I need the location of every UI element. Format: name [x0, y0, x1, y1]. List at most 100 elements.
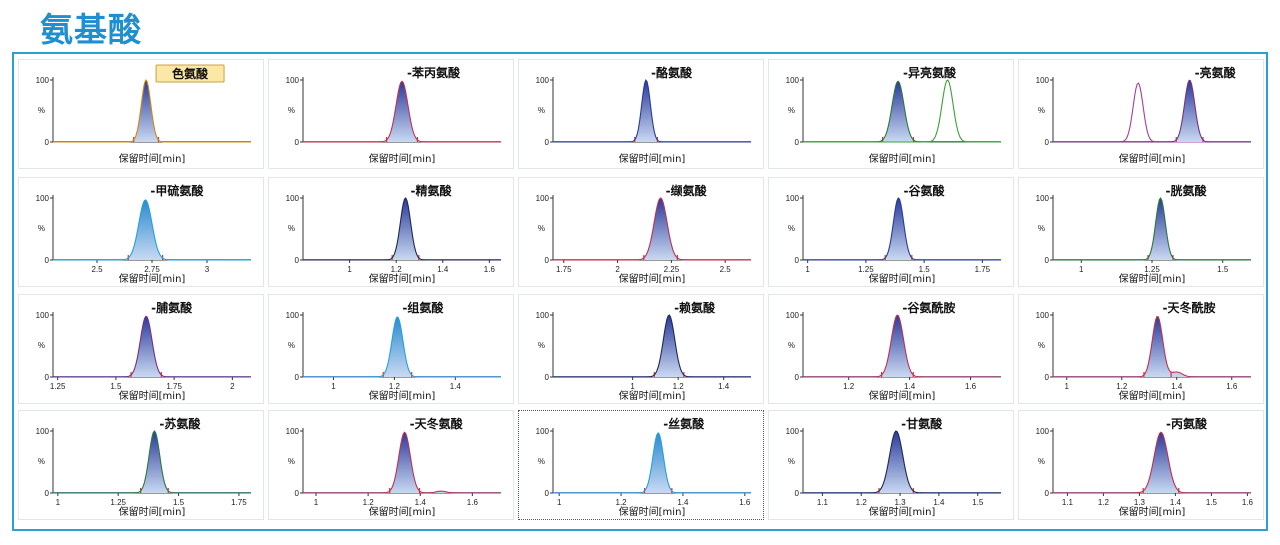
- chromatogram-svg: 100 0% 1 1.2 1.4 1.6 保留时间[min] -天冬氨酸: [286, 416, 501, 518]
- chromatogram-panel[interactable]: 100 0% 保留时间[min] -苯丙氨酸: [268, 59, 514, 169]
- x-tick-label: 1.2: [856, 498, 868, 507]
- y-tick-label: 100: [36, 194, 50, 203]
- y-tick-label: 0: [795, 138, 800, 147]
- x-tick-label: 2.5: [91, 265, 103, 274]
- compound-label: -谷氨酰胺: [902, 300, 955, 315]
- x-tick-label: 1.2: [389, 382, 401, 391]
- trace-line: [303, 197, 501, 261]
- y-tick-label: 100: [286, 194, 300, 203]
- trace-line: [1053, 79, 1251, 143]
- chromatogram-panel[interactable]: 100 0% 保留时间[min] 色氨酸: [18, 59, 264, 169]
- chromatogram-svg: 100 0% 1 1.2 1.4 保留时间[min] -赖氨酸: [536, 300, 751, 402]
- chromatogram-panel[interactable]: 100 0% 保留时间[min] -亮氨酸: [1018, 59, 1264, 169]
- compound-label: -异亮氨酸: [903, 65, 957, 80]
- x-axis-label: 保留时间[min]: [619, 272, 686, 285]
- compound-label: -胱氨酸: [1165, 183, 1207, 198]
- chromatogram-svg: 100 0% 保留时间[min] -苯丙氨酸: [286, 65, 501, 165]
- trace-line: [1053, 315, 1251, 378]
- x-axis-label: 保留时间[min]: [619, 389, 686, 402]
- peak-area: [803, 198, 1001, 260]
- x-tick-label: 2.25: [664, 265, 680, 274]
- trace-line: [53, 199, 251, 261]
- x-tick-label: 1: [347, 265, 352, 274]
- y-axis-label: %: [38, 106, 45, 115]
- peak-area: [1053, 432, 1251, 493]
- x-tick-label: 1.75: [166, 382, 182, 391]
- chromatogram-panel[interactable]: 100 0% 1.1 1.2 1.3 1.4 1.5 保留时间[min] -甘氨酸: [768, 410, 1014, 520]
- chromatogram-panel[interactable]: 100 0% 保留时间[min] -酪氨酸: [518, 59, 764, 169]
- y-tick-label: 0: [295, 489, 300, 498]
- x-tick-label: 1.4: [677, 498, 689, 507]
- compound-label: -甘氨酸: [901, 416, 943, 431]
- peak-area: [803, 431, 1001, 493]
- x-tick-label: 1: [1065, 382, 1070, 391]
- x-tick-label: 1.1: [1062, 498, 1074, 507]
- chromatogram-panel[interactable]: 100 0% 1.25 1.5 1.75 2 保留时间[min] -脯氨酸: [18, 294, 264, 404]
- compound-label: -脯氨酸: [151, 300, 193, 315]
- y-tick-label: 0: [545, 138, 550, 147]
- y-tick-label: 0: [45, 373, 50, 382]
- x-tick-label: 1: [331, 382, 336, 391]
- peak-area: [53, 316, 251, 377]
- y-tick-label: 0: [1045, 489, 1050, 498]
- chromatogram-panel[interactable]: 100 0% 1 1.2 1.4 保留时间[min] -组氨酸: [268, 294, 514, 404]
- chromatogram-panel[interactable]: 100 0% 保留时间[min] -异亮氨酸: [768, 59, 1014, 169]
- chromatogram-svg: 100 0% 1 1.2 1.4 保留时间[min] -组氨酸: [286, 300, 501, 402]
- compound-label: -缬氨酸: [666, 183, 708, 198]
- y-tick-label: 100: [536, 194, 550, 203]
- x-axis-label: 保留时间[min]: [869, 505, 936, 518]
- chromatogram-panel[interactable]: 100 0% 1.2 1.4 1.6 保留时间[min] -谷氨酰胺: [768, 294, 1014, 404]
- x-tick-label: 1.4: [718, 382, 730, 391]
- y-tick-label: 0: [45, 138, 50, 147]
- x-tick-label: 2: [615, 265, 620, 274]
- chromatogram-panel[interactable]: 100 0% 1 1.25 1.5 1.75 保留时间[min] -苏氨酸: [18, 410, 264, 520]
- chromatogram-panel[interactable]: 100 0% 2.5 2.75 3 保留时间[min] -甲硫氨酸: [18, 177, 264, 287]
- x-tick-label: 1.5: [1217, 265, 1229, 274]
- x-tick-label: 1.4: [437, 265, 449, 274]
- chromatogram-svg: 100 0% 1.2 1.4 1.6 保留时间[min] -谷氨酰胺: [786, 300, 1001, 402]
- trace-line: [53, 79, 251, 143]
- y-tick-label: 100: [536, 76, 550, 85]
- y-tick-label: 100: [286, 76, 300, 85]
- y-tick-label: 0: [295, 373, 300, 382]
- chromatogram-svg: 100 0% 1 1.2 1.4 1.6 保留时间[min] -丝氨酸: [536, 416, 751, 518]
- x-tick-label: 1: [557, 498, 562, 507]
- chromatogram-panel[interactable]: 100 0% 1 1.2 1.4 1.6 保留时间[min] -天冬酰胺: [1018, 294, 1264, 404]
- chromatogram-panel[interactable]: 100 0% 1 1.25 1.5 保留时间[min] -胱氨酸: [1018, 177, 1264, 287]
- x-tick-label: 1.3: [894, 498, 906, 507]
- y-axis-label: %: [38, 224, 45, 233]
- y-tick-label: 0: [545, 489, 550, 498]
- y-axis-label: %: [1038, 457, 1045, 466]
- chromatogram-svg: 100 0% 1 1.2 1.4 1.6 保留时间[min] -精氨酸: [286, 183, 501, 285]
- compound-label: -谷氨酸: [904, 183, 946, 198]
- peak-area: [553, 80, 751, 142]
- trace-line: [53, 315, 251, 378]
- chromatogram-svg: 100 0% 保留时间[min] -亮氨酸: [1036, 65, 1251, 165]
- x-tick-label: 1.75: [231, 498, 247, 507]
- compound-label: -酪氨酸: [651, 65, 693, 80]
- peak-area: [1053, 80, 1251, 142]
- trace-line: [803, 430, 1001, 494]
- y-axis-label: %: [288, 341, 295, 350]
- chromatogram-panel[interactable]: 100 0% 1.75 2 2.25 2.5 保留时间[min] -缬氨酸: [518, 177, 764, 287]
- x-tick-label: 1.2: [1116, 382, 1128, 391]
- chromatogram-panel[interactable]: 100 0% 1 1.25 1.5 1.75 保留时间[min] -谷氨酸: [768, 177, 1014, 287]
- compound-label: 色氨酸: [172, 66, 209, 81]
- chromatogram-panel[interactable]: 100 0% 1 1.2 1.4 保留时间[min] -赖氨酸: [518, 294, 764, 404]
- chromatogram-svg: 100 0% 保留时间[min] -异亮氨酸: [786, 65, 1001, 165]
- compound-label: -丙氨酸: [1166, 416, 1208, 431]
- compound-label: -苏氨酸: [159, 416, 201, 431]
- trace-line: [303, 80, 501, 143]
- x-tick-label: 1.6: [1242, 498, 1254, 507]
- peak-area: [553, 198, 751, 260]
- peak-area: [1053, 316, 1251, 377]
- chromatogram-panel[interactable]: 100 0% 1 1.2 1.4 1.6 保留时间[min] -天冬氨酸: [268, 410, 514, 520]
- chromatogram-panel[interactable]: 100 0% 1 1.2 1.4 1.6 保留时间[min] -精氨酸: [268, 177, 514, 287]
- chromatogram-panel[interactable]: 100 0% 1 1.2 1.4 1.6 保留时间[min] -丝氨酸: [518, 410, 764, 520]
- x-axis-label: 保留时间[min]: [1119, 272, 1186, 285]
- chromatogram-panel[interactable]: 100 0% 1.1 1.2 1.3 1.4 1.5 1.6 保留时间[min] -丙氨酸: [1018, 410, 1264, 520]
- peak-area: [303, 432, 501, 493]
- y-tick-label: 100: [36, 311, 50, 320]
- compound-label: -天冬酰胺: [1163, 300, 1216, 315]
- y-tick-label: 0: [45, 256, 50, 265]
